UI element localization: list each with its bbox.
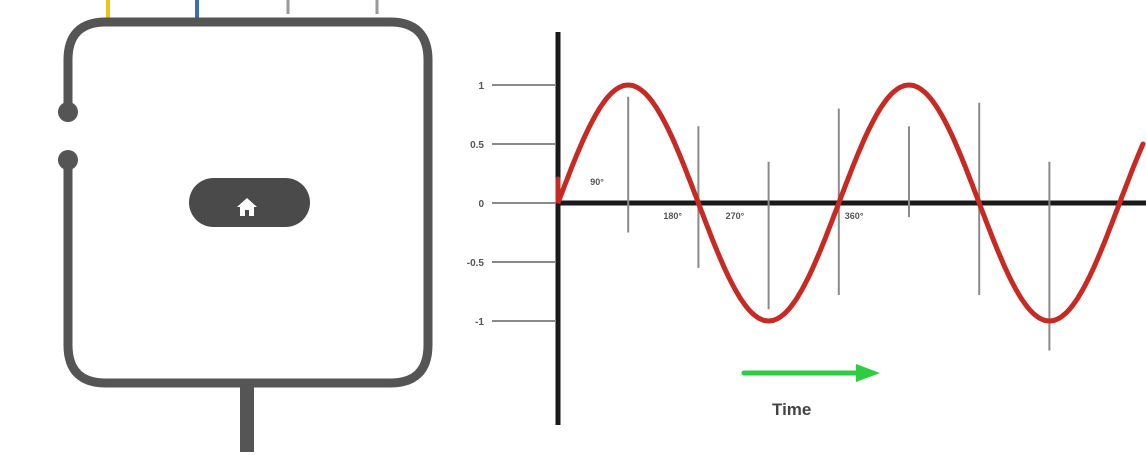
time-arrow-head: [856, 364, 880, 382]
sine-wave-line: [555, 82, 1146, 324]
sine-chart: 1 0.5 0 -0.5 -1 90° 180° 270° 360° Time: [467, 32, 1146, 425]
y-tick-label: -1: [475, 317, 484, 328]
y-tick-label: 0: [478, 199, 484, 210]
x-axis-label: Time: [772, 400, 811, 419]
switch-terminal-bottom: [58, 150, 78, 170]
y-tick-label: -0.5: [467, 258, 485, 269]
angle-label: 360°: [845, 211, 864, 221]
device-panel: [58, 0, 433, 452]
angle-label: 270°: [726, 211, 745, 221]
y-tick-label: 1: [478, 81, 484, 92]
switch-terminal-top: [58, 102, 78, 122]
angle-label: 180°: [663, 211, 682, 221]
angle-label: 90°: [590, 177, 604, 187]
home-icon: [237, 198, 257, 216]
y-tick-label: 0.5: [470, 140, 484, 151]
device-body-outline: [63, 17, 433, 388]
